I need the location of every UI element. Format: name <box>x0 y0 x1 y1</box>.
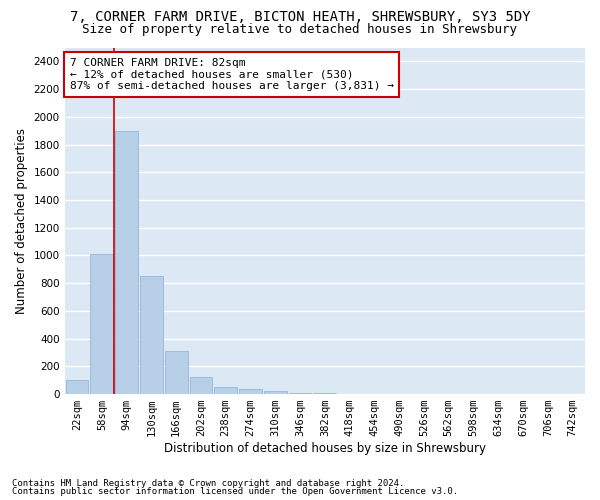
X-axis label: Distribution of detached houses by size in Shrewsbury: Distribution of detached houses by size … <box>164 442 486 455</box>
Bar <box>115 130 138 394</box>
Bar <box>214 387 237 394</box>
Text: Contains HM Land Registry data © Crown copyright and database right 2024.: Contains HM Land Registry data © Crown c… <box>12 478 404 488</box>
Bar <box>165 351 188 394</box>
Bar <box>140 276 163 394</box>
Text: Size of property relative to detached houses in Shrewsbury: Size of property relative to detached ho… <box>83 22 517 36</box>
Bar <box>264 392 287 394</box>
Bar <box>289 392 311 394</box>
Y-axis label: Number of detached properties: Number of detached properties <box>15 128 28 314</box>
Bar <box>239 389 262 394</box>
Text: 7, CORNER FARM DRIVE, BICTON HEATH, SHREWSBURY, SY3 5DY: 7, CORNER FARM DRIVE, BICTON HEATH, SHRE… <box>70 10 530 24</box>
Text: 7 CORNER FARM DRIVE: 82sqm
← 12% of detached houses are smaller (530)
87% of sem: 7 CORNER FARM DRIVE: 82sqm ← 12% of deta… <box>70 58 394 91</box>
Bar <box>190 378 212 394</box>
Bar <box>65 380 88 394</box>
Text: Contains public sector information licensed under the Open Government Licence v3: Contains public sector information licen… <box>12 487 458 496</box>
Bar <box>91 254 113 394</box>
